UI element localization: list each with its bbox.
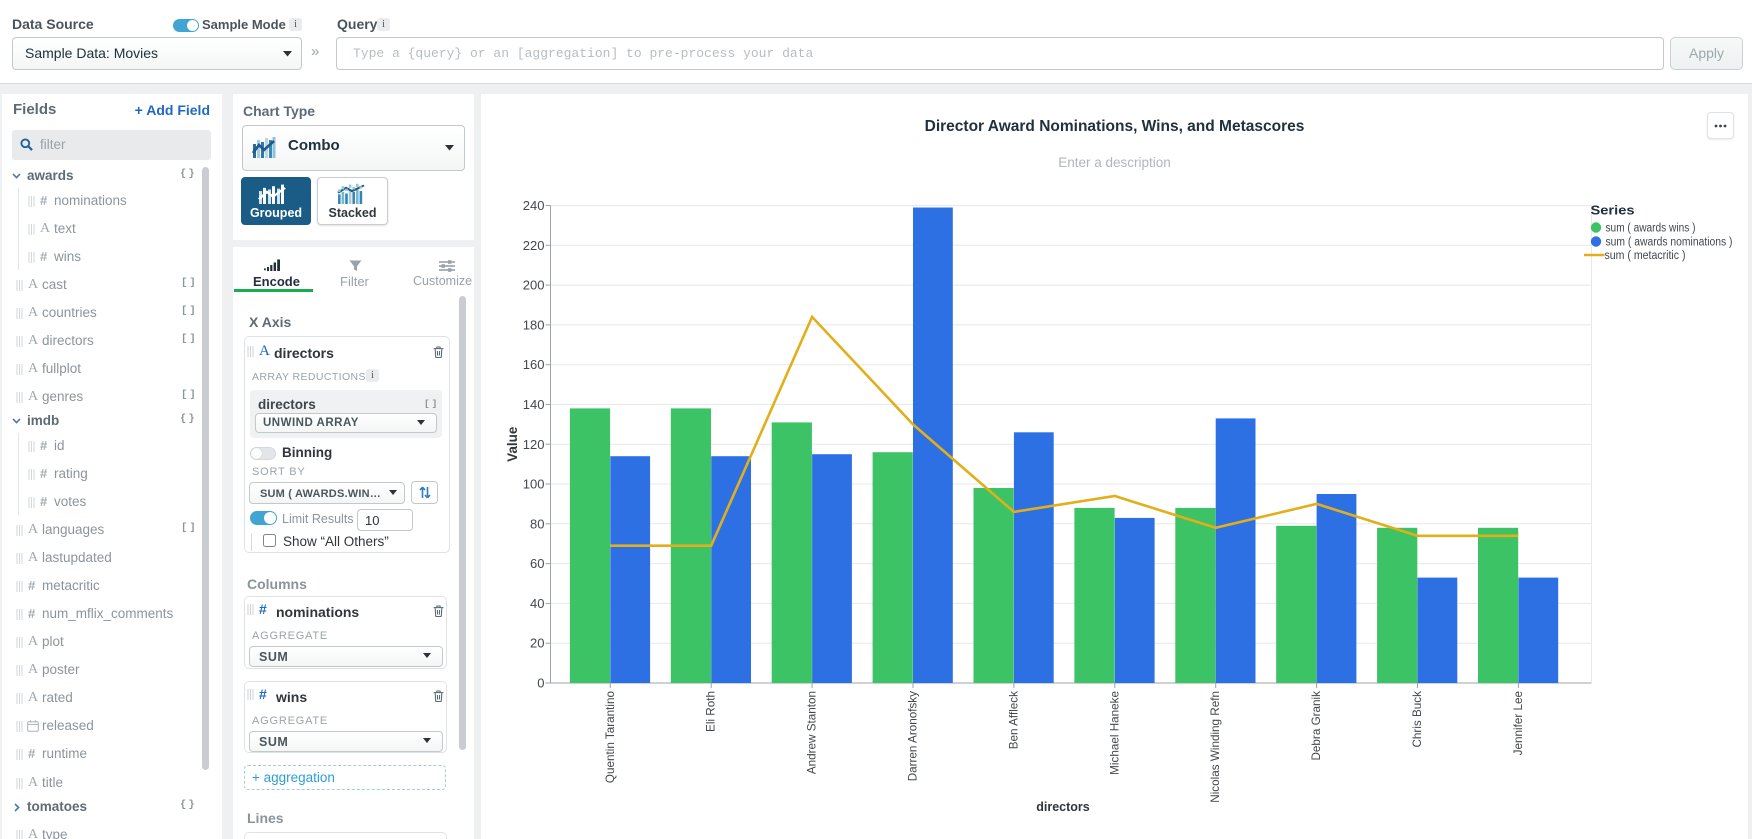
- svg-text:80: 80: [530, 516, 544, 531]
- svg-text:20: 20: [530, 636, 544, 651]
- svg-text:120: 120: [523, 437, 545, 452]
- svg-text:Michael Haneke: Michael Haneke: [1108, 691, 1121, 775]
- svg-text:Ben Affleck: Ben Affleck: [1007, 691, 1020, 749]
- svg-text:160: 160: [523, 357, 545, 372]
- svg-text:60: 60: [530, 556, 544, 571]
- svg-text:Quentin Tarantino: Quentin Tarantino: [604, 691, 617, 784]
- svg-text:Andrew Stanton: Andrew Stanton: [806, 691, 819, 774]
- svg-text:Jennifer Lee: Jennifer Lee: [1512, 691, 1525, 755]
- svg-text:sum ( awards wins ): sum ( awards wins ): [1606, 223, 1696, 235]
- svg-text:40: 40: [530, 596, 544, 611]
- svg-text:Chris Buck: Chris Buck: [1411, 691, 1424, 748]
- svg-text:Series: Series: [1591, 203, 1635, 218]
- svg-text:sum ( awards nominations ): sum ( awards nominations ): [1606, 237, 1733, 249]
- svg-text:Darren Aronofsky: Darren Aronofsky: [907, 691, 920, 781]
- svg-text:240: 240: [523, 198, 545, 213]
- svg-text:100: 100: [523, 477, 545, 492]
- svg-text:Nicolas Winding Refn: Nicolas Winding Refn: [1209, 691, 1222, 803]
- svg-text:220: 220: [523, 238, 545, 253]
- svg-text:directors: directors: [1036, 800, 1090, 814]
- svg-text:Debra Granik: Debra Granik: [1310, 691, 1323, 761]
- svg-text:180: 180: [523, 317, 545, 332]
- svg-text:sum ( metacritic ): sum ( metacritic ): [1605, 250, 1686, 262]
- svg-text:140: 140: [523, 397, 545, 412]
- svg-text:Value: Value: [505, 426, 520, 462]
- svg-text:Eli Roth: Eli Roth: [705, 691, 718, 732]
- svg-text:200: 200: [523, 278, 545, 293]
- svg-text:0: 0: [537, 676, 544, 691]
